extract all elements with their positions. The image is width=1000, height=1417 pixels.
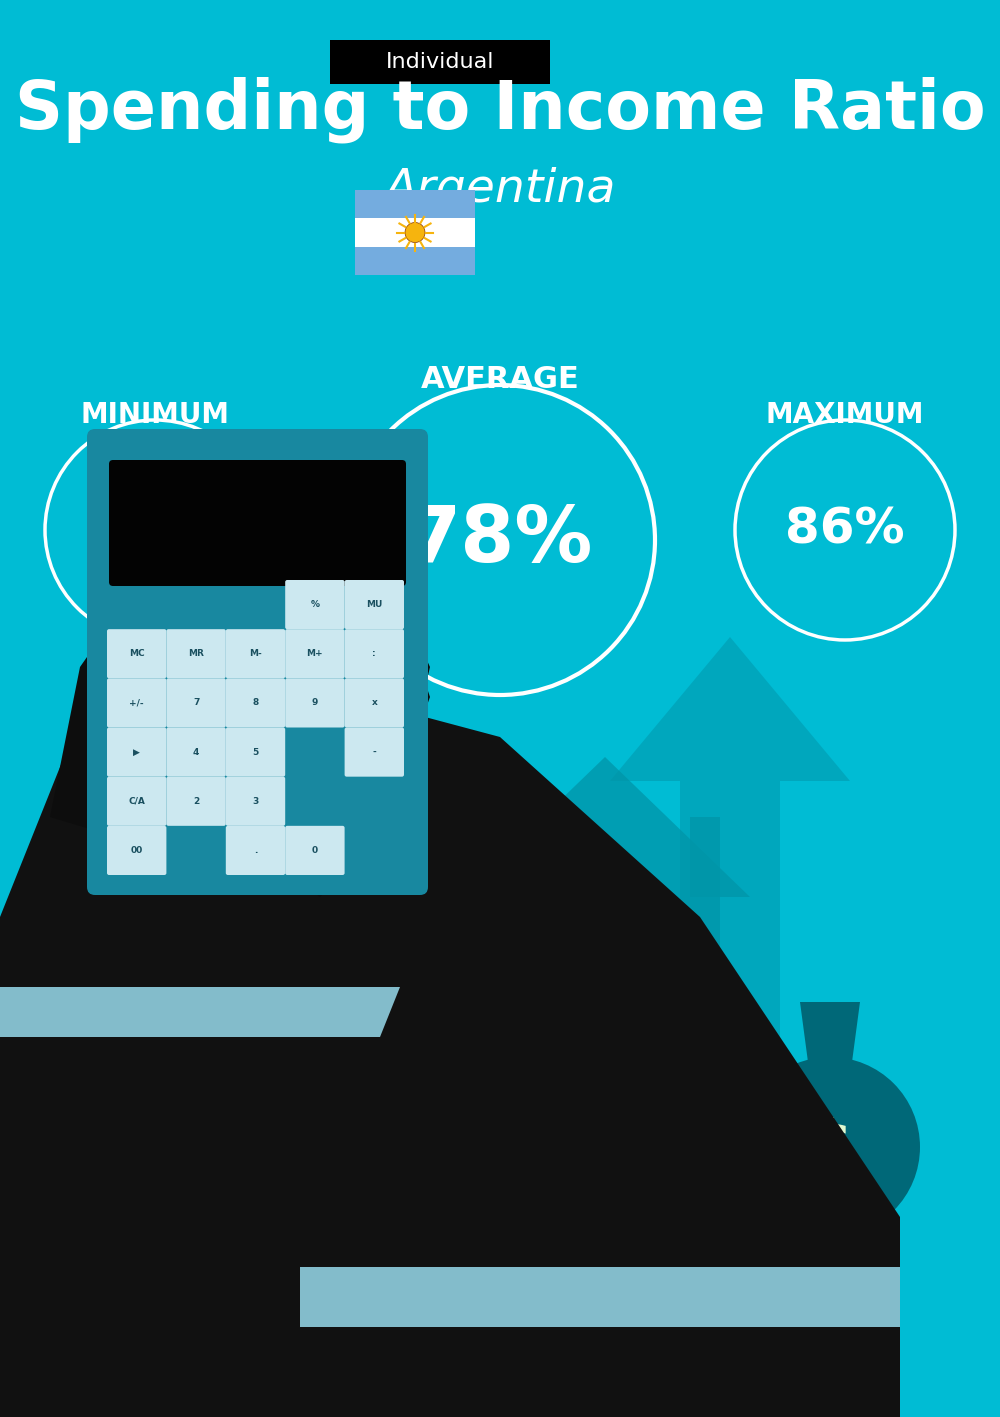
Polygon shape	[50, 517, 430, 847]
Text: 2: 2	[193, 796, 199, 806]
Text: MR: MR	[188, 649, 204, 659]
Text: -: -	[372, 748, 376, 757]
Text: 5: 5	[252, 748, 259, 757]
FancyBboxPatch shape	[355, 190, 475, 218]
Text: ▶: ▶	[133, 748, 140, 757]
Text: 8: 8	[252, 699, 259, 707]
Polygon shape	[586, 1162, 726, 1178]
FancyBboxPatch shape	[226, 727, 285, 777]
FancyBboxPatch shape	[107, 629, 166, 679]
Polygon shape	[0, 667, 450, 1417]
FancyBboxPatch shape	[355, 247, 475, 275]
FancyBboxPatch shape	[166, 727, 226, 777]
Polygon shape	[490, 897, 720, 1136]
Text: 72%: 72%	[95, 506, 215, 554]
Text: M+: M+	[307, 649, 323, 659]
FancyBboxPatch shape	[107, 777, 166, 826]
Circle shape	[665, 1051, 775, 1162]
Polygon shape	[240, 697, 420, 1087]
Polygon shape	[300, 1267, 900, 1326]
Polygon shape	[583, 1162, 723, 1178]
Text: Spending to Income Ratio: Spending to Income Ratio	[15, 77, 985, 143]
Text: Individual: Individual	[386, 52, 494, 72]
Text: M-: M-	[249, 649, 262, 659]
FancyBboxPatch shape	[166, 629, 226, 679]
Polygon shape	[800, 1002, 860, 1061]
Polygon shape	[589, 1162, 729, 1178]
Circle shape	[405, 222, 425, 242]
Polygon shape	[595, 1162, 735, 1178]
Circle shape	[740, 1057, 920, 1237]
FancyBboxPatch shape	[166, 777, 226, 826]
Polygon shape	[580, 1162, 720, 1178]
Text: +/-: +/-	[129, 699, 144, 707]
Text: Argentina: Argentina	[384, 167, 616, 213]
Text: x: x	[371, 699, 377, 707]
Polygon shape	[0, 697, 900, 1417]
FancyBboxPatch shape	[107, 727, 166, 777]
Text: 86%: 86%	[785, 506, 905, 554]
Polygon shape	[130, 487, 430, 897]
Polygon shape	[140, 436, 195, 553]
FancyBboxPatch shape	[285, 629, 345, 679]
FancyBboxPatch shape	[285, 826, 345, 876]
FancyBboxPatch shape	[330, 40, 550, 84]
Text: 3: 3	[252, 796, 259, 806]
FancyBboxPatch shape	[226, 629, 285, 679]
Text: :: :	[372, 649, 376, 659]
Text: .: .	[254, 846, 257, 854]
Polygon shape	[460, 757, 750, 897]
FancyBboxPatch shape	[107, 826, 166, 876]
Text: 7: 7	[193, 699, 199, 707]
FancyBboxPatch shape	[87, 429, 428, 896]
Text: $: $	[709, 1093, 731, 1121]
Polygon shape	[240, 458, 285, 557]
FancyBboxPatch shape	[285, 679, 345, 727]
Polygon shape	[592, 1162, 732, 1178]
Polygon shape	[0, 988, 400, 1037]
Polygon shape	[610, 638, 850, 1136]
FancyBboxPatch shape	[345, 679, 404, 727]
Text: 9: 9	[312, 699, 318, 707]
FancyBboxPatch shape	[226, 826, 285, 876]
FancyBboxPatch shape	[226, 777, 285, 826]
Text: 78%: 78%	[407, 502, 593, 578]
FancyBboxPatch shape	[560, 1007, 640, 1136]
Text: C/A: C/A	[128, 796, 145, 806]
Polygon shape	[690, 818, 720, 897]
FancyBboxPatch shape	[166, 679, 226, 727]
Text: 0: 0	[312, 846, 318, 854]
Text: 4: 4	[193, 748, 199, 757]
Text: MU: MU	[366, 599, 382, 609]
Text: MAXIMUM: MAXIMUM	[766, 401, 924, 429]
Text: 00: 00	[131, 846, 143, 854]
FancyBboxPatch shape	[345, 629, 404, 679]
Polygon shape	[700, 1022, 740, 1057]
Text: MC: MC	[129, 649, 145, 659]
Text: $: $	[809, 1118, 851, 1176]
Text: %: %	[310, 599, 319, 609]
FancyBboxPatch shape	[107, 679, 166, 727]
FancyBboxPatch shape	[345, 580, 404, 629]
FancyBboxPatch shape	[345, 727, 404, 777]
Text: AVERAGE: AVERAGE	[421, 366, 579, 394]
FancyBboxPatch shape	[109, 461, 406, 587]
FancyBboxPatch shape	[226, 679, 285, 727]
Polygon shape	[280, 468, 380, 616]
Polygon shape	[195, 432, 240, 547]
Text: MINIMUM: MINIMUM	[80, 401, 230, 429]
FancyBboxPatch shape	[355, 218, 475, 247]
FancyBboxPatch shape	[285, 580, 345, 629]
